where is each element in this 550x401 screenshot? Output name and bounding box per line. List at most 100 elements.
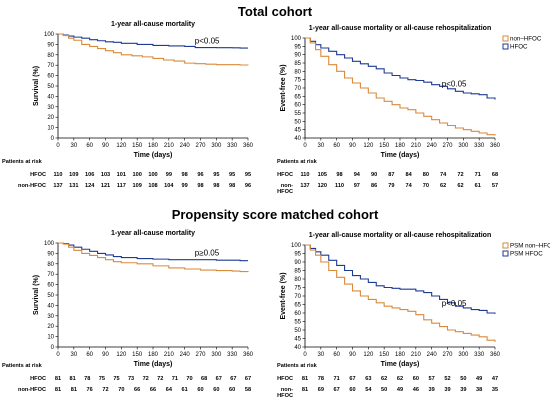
risk-value: 121: [100, 183, 111, 189]
x-tick-label: 330: [474, 352, 485, 358]
risk-value: 62: [440, 183, 447, 189]
risk-value: 71: [474, 172, 481, 178]
risk-value: 39: [460, 387, 467, 393]
risk-value: 63: [365, 376, 372, 382]
risk-value: 72: [157, 376, 164, 382]
y-tick-label: 60: [294, 311, 301, 317]
y-tick-label: 95: [294, 44, 301, 50]
x-tick-label: 0: [56, 352, 60, 358]
risk-row-label: HFOC: [30, 376, 46, 382]
risk-value: 62: [381, 376, 388, 382]
series-line-non-hfoc: [58, 33, 249, 66]
risk-value: 95: [213, 172, 220, 178]
risk-value: 81: [301, 376, 309, 382]
x-tick-label: 0: [56, 143, 60, 149]
x-tick-label: 90: [349, 352, 356, 358]
x-tick-label: 30: [70, 143, 77, 149]
series-line-non-hfoc: [305, 244, 496, 342]
x-tick-label: 30: [317, 352, 324, 358]
risk-row-label: non-HFOC: [18, 183, 46, 189]
y-tick-label: 65: [294, 303, 301, 309]
risk-value: 72: [142, 376, 149, 382]
risk-value: 68: [491, 172, 499, 178]
risk-value: 62: [457, 183, 464, 189]
risk-row-label: non-HFOC: [277, 183, 293, 195]
x-tick-label: 180: [395, 352, 406, 358]
risk-value: 76: [86, 387, 93, 393]
risk-value: 109: [69, 172, 79, 178]
x-tick-label: 240: [180, 352, 191, 358]
x-tick-label: 60: [86, 352, 93, 358]
risk-value: 101: [116, 172, 126, 178]
risk-row-label: HFOC: [277, 376, 293, 382]
y-tick-label: 20: [47, 324, 54, 330]
x-tick-label: 330: [474, 143, 485, 149]
y-tick-label: 90: [294, 260, 301, 266]
risk-value: 46: [412, 387, 419, 393]
x-tick-label: 0: [303, 352, 307, 358]
y-tick-label: 40: [47, 94, 54, 100]
risk-value: 47: [491, 376, 499, 382]
x-tick-label: 360: [243, 143, 254, 149]
risk-value: 70: [422, 183, 430, 189]
risk-value: 60: [412, 376, 419, 382]
risk-value: 57: [428, 376, 435, 382]
risk-value: 68: [201, 376, 208, 382]
risk-table-header: Patients at risk: [277, 363, 317, 369]
legend-label: non–HFOC: [510, 36, 542, 43]
x-tick-label: 210: [411, 352, 422, 358]
psm-cohort-title: Propensity score matched cohort: [171, 207, 379, 222]
risk-value: 137: [300, 183, 310, 189]
risk-value: 81: [69, 376, 76, 382]
y-tick-label: 50: [294, 328, 301, 334]
km-chart-psm-mortality: 1-year all-cause mortality 0 30 60 90 120 150 1…: [33, 230, 254, 368]
risk-value: 110: [300, 172, 310, 178]
series-line-non-hfoc: [58, 242, 249, 273]
y-tick-label: 0: [51, 136, 55, 142]
legend-swatch: [502, 250, 509, 257]
risk-value: 70: [118, 387, 125, 393]
risk-value: 38: [476, 387, 483, 393]
chart-title: 1-year all-cause mortality or all-cause …: [309, 25, 491, 32]
y-tick-label: 45: [294, 128, 301, 134]
risk-table-header: Patients at risk: [2, 159, 42, 165]
series-line-hfoc: [58, 242, 248, 262]
y-tick-label: 80: [47, 262, 54, 268]
risk-value: 110: [335, 183, 345, 189]
chart-title: 1-year all-cause mortality: [111, 230, 195, 237]
risk-table-header: Patients at risk: [2, 363, 42, 369]
risk-value: 81: [70, 387, 77, 393]
risk-value: 39: [444, 387, 451, 393]
x-tick-label: 180: [395, 143, 406, 149]
x-tick-label: 270: [195, 143, 206, 149]
risk-value: 81: [301, 387, 309, 393]
risk-row: HFOC 81 81 78 75 75 73 72 72 71 70 68 67 67 67: [0, 376, 270, 385]
x-tick-label: 120: [363, 143, 374, 149]
y-tick-label: 65: [294, 94, 301, 100]
x-tick-label: 150: [379, 143, 390, 149]
y-tick-label: 30: [47, 105, 54, 111]
y-tick-label: 75: [294, 286, 301, 292]
y-tick-label: 10: [47, 126, 54, 132]
risk-value: 104: [164, 183, 174, 189]
x-tick-label: 90: [102, 143, 109, 149]
risk-value: 60: [213, 387, 220, 393]
risk-value: 52: [444, 376, 451, 382]
x-tick-label: 90: [102, 352, 109, 358]
x-tick-label: 30: [317, 143, 324, 149]
risk-value: 81: [54, 376, 62, 382]
km-chart-psm-composite: 1-year all-cause mortality or all-cause …: [280, 232, 550, 368]
risk-value: 79: [388, 183, 395, 189]
y-axis-label: Survival (%): [33, 66, 40, 106]
risk-value: 95: [229, 172, 236, 178]
risk-value: 96: [244, 183, 252, 189]
y-tick-label: 55: [294, 111, 301, 117]
risk-value: 60: [349, 387, 356, 393]
y-tick-label: 90: [47, 251, 54, 257]
risk-value: 61: [181, 387, 188, 393]
y-tick-label: 10: [47, 335, 54, 341]
risk-value: 50: [381, 387, 388, 393]
x-tick-label: 300: [458, 143, 469, 149]
km-chart-total-composite: 1-year all-cause mortality or all-cause …: [280, 25, 542, 159]
risk-value: 54: [365, 387, 372, 393]
